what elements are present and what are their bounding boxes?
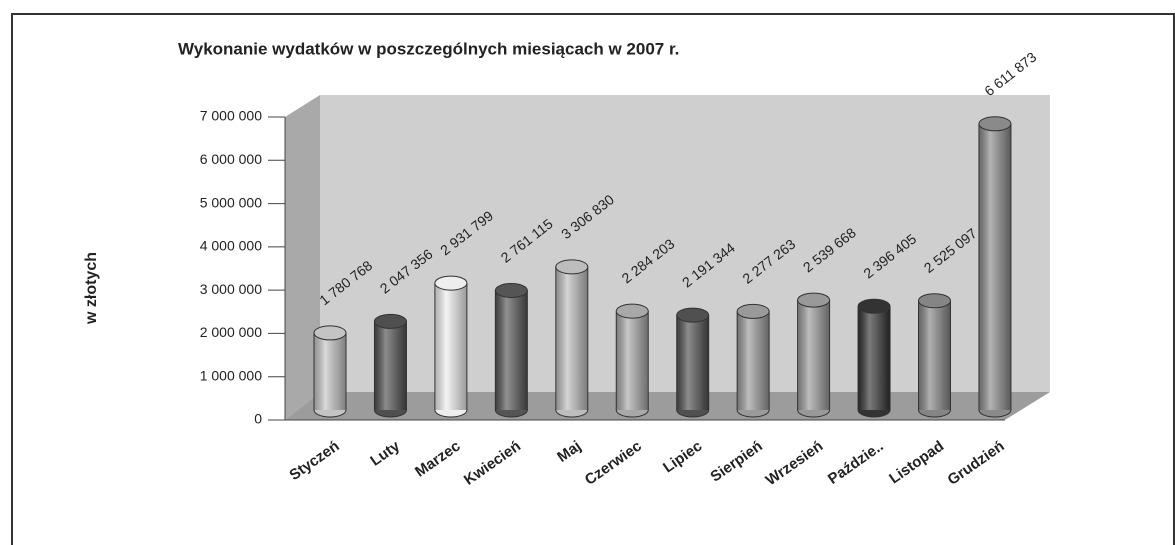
y-tick-label: 1 000 000 [200, 367, 262, 383]
x-tick-label: Marzec [412, 438, 463, 481]
x-tick-label: Luty [367, 437, 403, 469]
bar-shade [314, 332, 346, 410]
bar-top [797, 292, 831, 308]
y-tick-label: 5 000 000 [200, 194, 262, 210]
bar-top [615, 303, 649, 319]
bar-shade [978, 123, 1011, 410]
x-tick-label: Maj [554, 438, 584, 466]
bar-top [373, 313, 407, 329]
chart-title: Wykonanie wydatków w poszczególnych mies… [178, 39, 679, 58]
bar-shade [797, 300, 830, 410]
bar-shade [434, 283, 467, 410]
bar-top [434, 275, 468, 291]
bar-top [857, 298, 891, 314]
bar-shade [858, 306, 891, 410]
frame [11, 13, 1175, 545]
y-tick-label: 0 [254, 411, 262, 427]
x-tick-label: Listopad [886, 438, 947, 488]
y-tick-label: 4 000 000 [200, 238, 262, 254]
bar-top [978, 116, 1012, 132]
side-wall [285, 95, 320, 420]
x-tick-label: Styczeń [286, 438, 342, 484]
bar-shade [555, 266, 588, 410]
bar-top [918, 293, 951, 309]
bar-top [494, 282, 528, 298]
bar-shade [676, 315, 709, 410]
y-tick-label: 7 000 000 [200, 108, 262, 124]
x-tick-label: Grudzień [945, 438, 1008, 489]
y-tick-label: 3 000 000 [200, 281, 262, 297]
x-tick-label: Wrzesień [763, 438, 826, 490]
x-tick-label: Lipiec [660, 438, 705, 477]
bar-shade [918, 300, 951, 410]
x-tick-label: Kwiecień [461, 438, 524, 489]
bar-top [555, 259, 589, 275]
bar-top [676, 307, 710, 323]
y-tick-label: 2 000 000 [200, 324, 262, 340]
bar-shade [374, 321, 407, 410]
x-tick-label: Czerwiec [582, 438, 645, 489]
x-tick-label: Sierpień [707, 438, 765, 486]
y-axis-label: w złotych [83, 252, 100, 325]
y-tick-label: 6 000 000 [200, 151, 262, 167]
bar-top [313, 325, 347, 341]
bar-top [736, 303, 770, 319]
bar-shade [616, 311, 649, 410]
x-tick-label: Paździe.. [825, 438, 887, 488]
bar-shade [495, 290, 528, 410]
bar-shade [737, 311, 770, 410]
value-label: 6 611 873 [981, 49, 1039, 99]
